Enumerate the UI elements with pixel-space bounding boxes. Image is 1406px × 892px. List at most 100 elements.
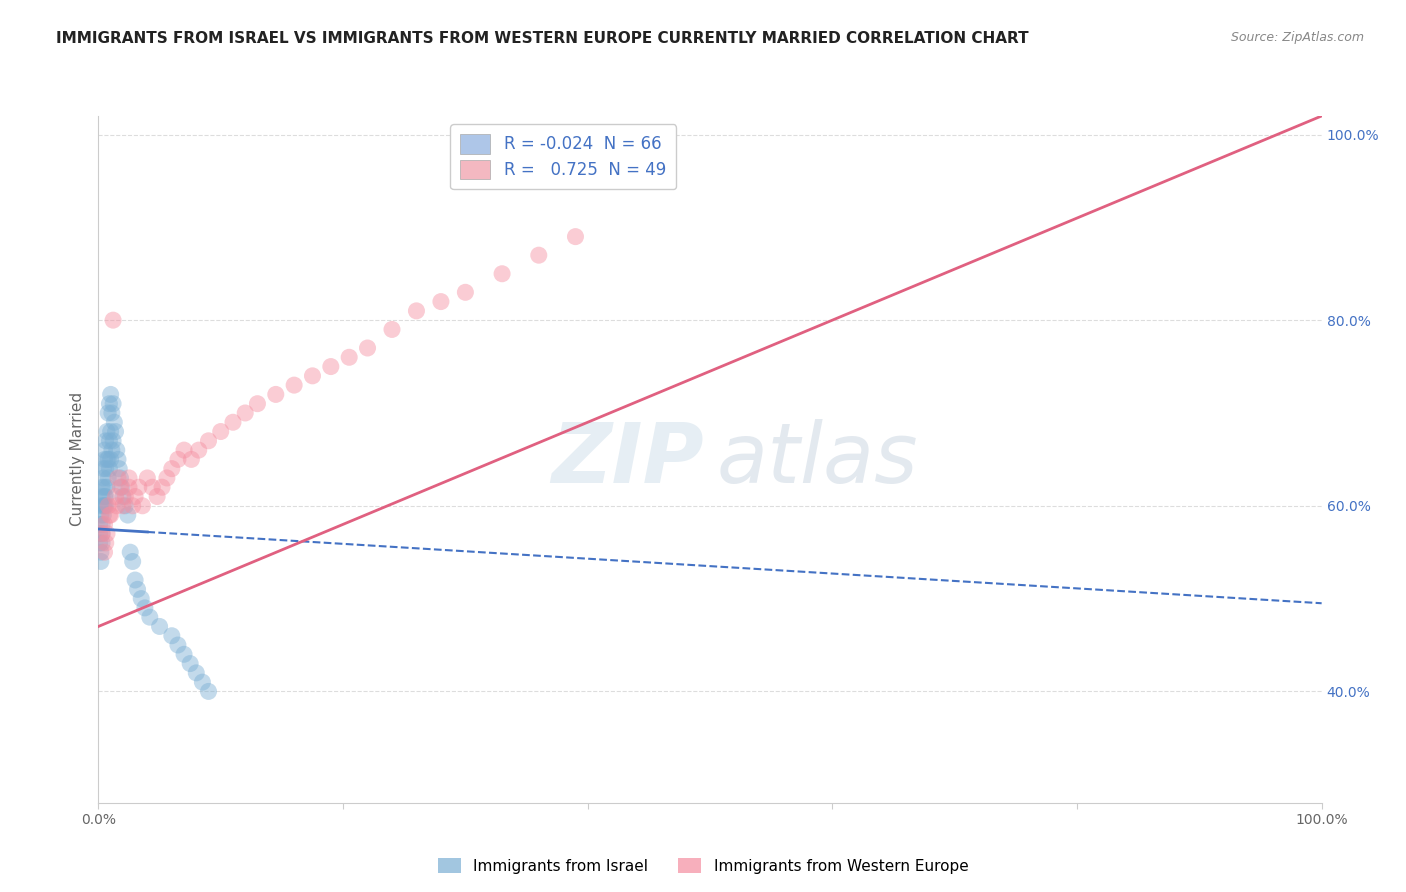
Point bbox=[233, 406, 256, 420]
Text: ZIP: ZIP bbox=[551, 419, 704, 500]
Point bbox=[191, 675, 214, 690]
Point bbox=[91, 526, 114, 541]
Point bbox=[150, 480, 173, 494]
Point bbox=[101, 397, 124, 411]
Point bbox=[114, 499, 136, 513]
Point bbox=[134, 600, 156, 615]
Text: IMMIGRANTS FROM ISRAEL VS IMMIGRANTS FROM WESTERN EUROPE CURRENTLY MARRIED CORRE: IMMIGRANTS FROM ISRAEL VS IMMIGRANTS FRO… bbox=[56, 31, 1029, 46]
Point bbox=[91, 471, 114, 485]
Point bbox=[246, 397, 269, 411]
Point bbox=[301, 368, 323, 383]
Point bbox=[180, 452, 202, 467]
Point bbox=[131, 499, 153, 513]
Point bbox=[100, 508, 122, 522]
Point bbox=[94, 499, 117, 513]
Point bbox=[209, 425, 232, 439]
Point bbox=[91, 499, 114, 513]
Point bbox=[90, 545, 112, 559]
Point bbox=[105, 443, 128, 458]
Point bbox=[136, 471, 159, 485]
Legend: R = -0.024  N = 66, R =   0.725  N = 49: R = -0.024 N = 66, R = 0.725 N = 49 bbox=[450, 124, 676, 189]
Point bbox=[120, 545, 142, 559]
Point bbox=[283, 378, 305, 392]
Point bbox=[94, 490, 117, 504]
Point bbox=[96, 452, 118, 467]
Point bbox=[146, 490, 169, 504]
Point bbox=[91, 490, 114, 504]
Point bbox=[118, 471, 141, 485]
Point bbox=[139, 610, 162, 624]
Point bbox=[91, 508, 114, 522]
Point bbox=[93, 545, 115, 559]
Point bbox=[89, 536, 111, 550]
Point bbox=[156, 471, 179, 485]
Point bbox=[141, 480, 163, 494]
Point bbox=[98, 397, 121, 411]
Point bbox=[222, 415, 245, 429]
Point bbox=[491, 267, 513, 281]
Point bbox=[356, 341, 378, 355]
Point bbox=[97, 406, 120, 420]
Point bbox=[91, 526, 114, 541]
Point bbox=[100, 387, 122, 401]
Point bbox=[197, 434, 219, 448]
Point bbox=[91, 536, 114, 550]
Point bbox=[527, 248, 550, 262]
Point bbox=[93, 517, 115, 532]
Point bbox=[197, 684, 219, 698]
Point bbox=[98, 461, 121, 475]
Point bbox=[160, 461, 183, 475]
Point bbox=[103, 415, 125, 429]
Point bbox=[405, 304, 427, 318]
Point bbox=[430, 294, 453, 309]
Point bbox=[93, 443, 115, 458]
Point bbox=[90, 508, 112, 522]
Point bbox=[96, 425, 118, 439]
Point bbox=[149, 619, 172, 633]
Point bbox=[104, 490, 127, 504]
Point bbox=[167, 638, 190, 652]
Point bbox=[167, 452, 190, 467]
Point bbox=[91, 517, 114, 532]
Point bbox=[94, 536, 117, 550]
Point bbox=[110, 471, 132, 485]
Point bbox=[111, 480, 134, 494]
Point bbox=[96, 526, 118, 541]
Point bbox=[89, 517, 111, 532]
Point bbox=[89, 526, 111, 541]
Point bbox=[128, 480, 150, 494]
Point bbox=[90, 554, 112, 568]
Point bbox=[101, 434, 124, 448]
Point bbox=[454, 285, 477, 300]
Legend: Immigrants from Israel, Immigrants from Western Europe: Immigrants from Israel, Immigrants from … bbox=[432, 852, 974, 880]
Point bbox=[96, 480, 118, 494]
Point bbox=[118, 480, 141, 494]
Point bbox=[337, 351, 360, 365]
Point bbox=[91, 461, 114, 475]
Point bbox=[97, 499, 120, 513]
Point bbox=[117, 508, 139, 522]
Point bbox=[264, 387, 287, 401]
Point bbox=[111, 490, 134, 504]
Point bbox=[179, 657, 201, 671]
Point bbox=[381, 322, 404, 336]
Point bbox=[94, 434, 117, 448]
Point bbox=[186, 665, 208, 680]
Point bbox=[93, 499, 115, 513]
Point bbox=[173, 443, 195, 458]
Point bbox=[101, 313, 124, 327]
Point bbox=[91, 480, 114, 494]
Point bbox=[114, 490, 136, 504]
Text: Source: ZipAtlas.com: Source: ZipAtlas.com bbox=[1230, 31, 1364, 45]
Point bbox=[105, 499, 128, 513]
Point bbox=[107, 452, 129, 467]
Point bbox=[108, 461, 131, 475]
Point bbox=[98, 508, 121, 522]
Point bbox=[319, 359, 342, 374]
Point bbox=[93, 480, 115, 494]
Point bbox=[124, 490, 146, 504]
Point bbox=[124, 573, 146, 587]
Point bbox=[101, 406, 124, 420]
Text: atlas: atlas bbox=[716, 419, 918, 500]
Point bbox=[97, 452, 120, 467]
